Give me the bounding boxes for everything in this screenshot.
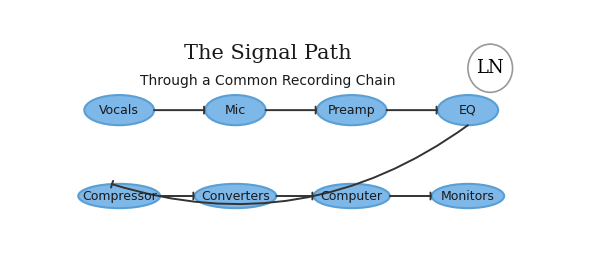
Text: Compressor: Compressor [82,190,157,202]
Ellipse shape [78,184,160,208]
Ellipse shape [314,184,390,208]
Ellipse shape [431,184,504,208]
Ellipse shape [468,44,512,92]
Text: EQ: EQ [459,104,477,117]
Text: Vocals: Vocals [99,104,139,117]
Text: Preamp: Preamp [328,104,376,117]
Text: Through a Common Recording Chain: Through a Common Recording Chain [140,74,396,88]
Ellipse shape [317,95,386,125]
Text: Mic: Mic [225,104,246,117]
Ellipse shape [194,184,277,208]
Ellipse shape [84,95,154,125]
Text: LN: LN [476,59,504,77]
Text: Monitors: Monitors [441,190,495,202]
Ellipse shape [438,95,498,125]
Ellipse shape [205,95,266,125]
Text: The Signal Path: The Signal Path [184,44,352,63]
Text: Computer: Computer [320,190,383,202]
Text: Converters: Converters [201,190,270,202]
